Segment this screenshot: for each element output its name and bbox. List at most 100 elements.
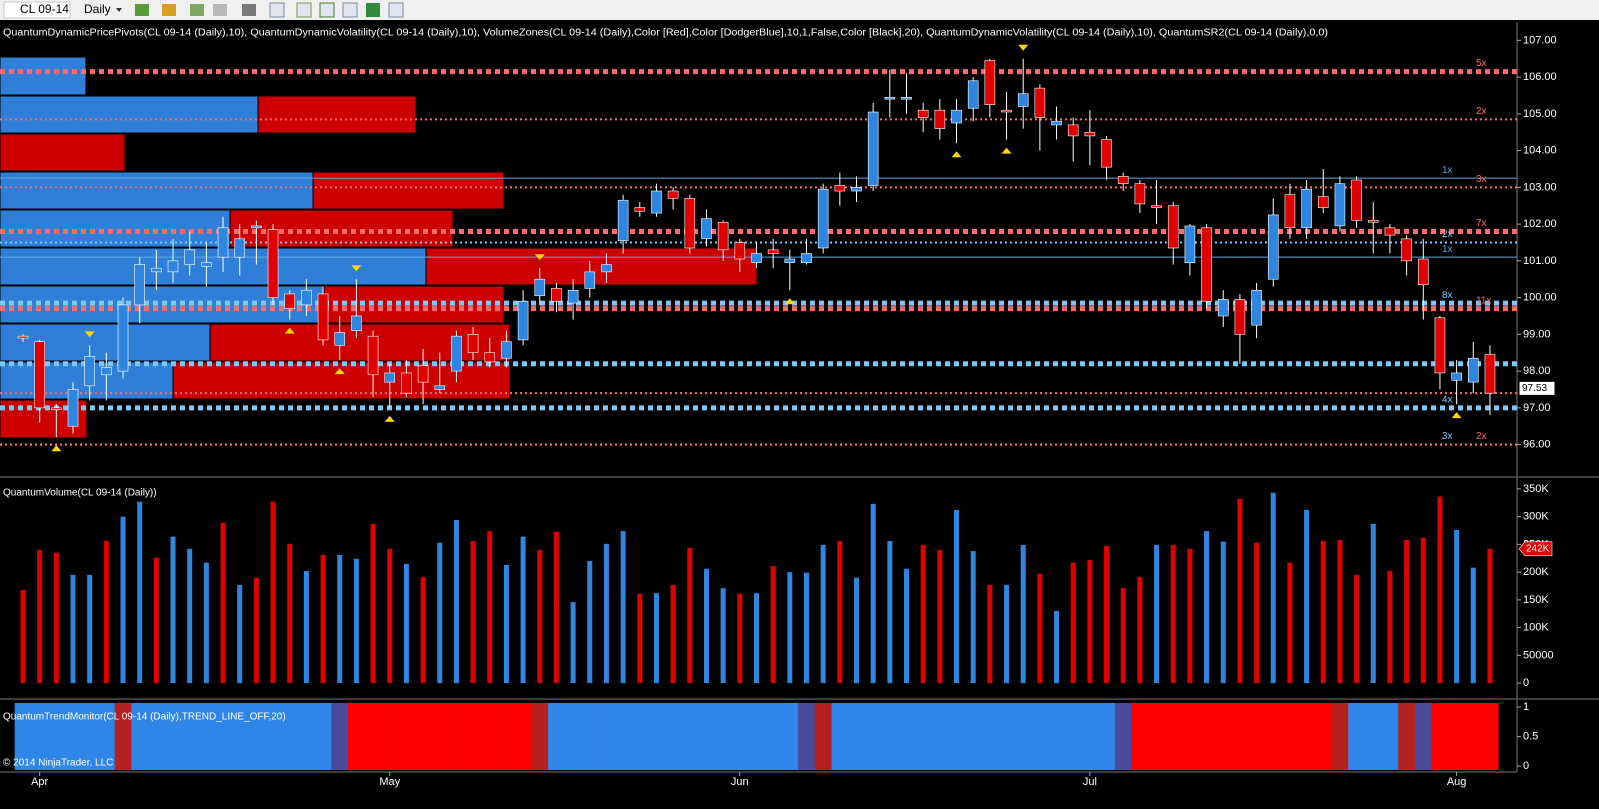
- symbol[interactable]: CL 09-14: [20, 2, 69, 16]
- volume-bar: [537, 549, 543, 684]
- trend-band: [131, 703, 149, 770]
- trend-band: [1198, 703, 1216, 770]
- trend-band: [564, 703, 582, 770]
- candle-body: [567, 289, 579, 304]
- y-tick-label: 96.00: [1523, 439, 1551, 451]
- trend-band: [714, 703, 732, 770]
- tool-icon[interactable]: [162, 4, 176, 16]
- trend-band: [648, 703, 666, 770]
- signal-marker: [784, 298, 795, 305]
- candle-body: [251, 225, 262, 229]
- volume-bar: [753, 593, 759, 684]
- trend-band: [998, 703, 1016, 770]
- candle-body: [451, 335, 462, 372]
- volume-bar: [954, 509, 960, 684]
- tool-icon[interactable]: [319, 2, 335, 18]
- volume-bar: [520, 536, 526, 684]
- volume-bar: [253, 577, 259, 684]
- candle-body: [834, 185, 846, 192]
- candle-body: [284, 293, 296, 309]
- trend-band: [1164, 703, 1182, 770]
- tool-icon[interactable]: [342, 2, 358, 18]
- trend-band: [1148, 703, 1166, 770]
- volume-bar: [1387, 571, 1393, 684]
- candle-body: [1234, 299, 1246, 335]
- trend-band: [331, 703, 349, 770]
- candle-body: [484, 352, 496, 363]
- trend-band: [1414, 703, 1432, 770]
- trend-band: [81, 703, 99, 770]
- trend-band: [1014, 703, 1032, 770]
- trend-band: [898, 703, 916, 770]
- zone: [0, 95, 259, 134]
- volume-bar: [503, 564, 509, 684]
- tool-icon[interactable]: [296, 2, 312, 18]
- trend-band: [98, 703, 115, 770]
- trend-band: [614, 703, 632, 770]
- copyright: © 2014 NinjaTrader, LLC: [3, 758, 113, 769]
- zone: [0, 247, 427, 286]
- candle-body: [1301, 188, 1312, 229]
- volume-bar: [1104, 546, 1110, 684]
- trend-band: [298, 703, 316, 770]
- candle-body: [317, 293, 329, 341]
- last-volume-box: [1518, 541, 1553, 557]
- interval[interactable]: Daily: [84, 2, 111, 16]
- volume-bar: [1487, 548, 1493, 684]
- candle-body: [867, 111, 879, 186]
- tool-icon[interactable]: [269, 2, 285, 18]
- y-tick-label: 0.5: [1523, 730, 1538, 742]
- volume-bar: [1154, 544, 1160, 684]
- volume-bar: [1137, 577, 1143, 684]
- y-tick-label: 0: [1523, 760, 1529, 772]
- level-label: 2x: [1476, 106, 1487, 117]
- tool-icon[interactable]: [242, 4, 256, 16]
- x-tick-label: Jun: [731, 776, 749, 788]
- candle-body: [1384, 227, 1396, 236]
- volume-bar: [437, 542, 443, 684]
- y-tick-label: 0: [1523, 677, 1529, 689]
- candle-body: [217, 227, 229, 258]
- tool-icon[interactable]: [388, 2, 404, 18]
- tool-icon[interactable]: [213, 4, 227, 16]
- candle-body: [134, 264, 145, 306]
- y-tick-label: 100K: [1523, 622, 1549, 634]
- volume-bar: [1254, 542, 1260, 684]
- candle-body: [1151, 205, 1162, 208]
- y-tick-label: 101.00: [1523, 255, 1557, 267]
- candle-body: [384, 372, 396, 383]
- trend-band: [864, 703, 882, 770]
- volume-bar: [1020, 544, 1026, 684]
- candle-body: [1484, 354, 1496, 394]
- level-label: 7x: [1476, 218, 1487, 229]
- volume-bar: [103, 541, 109, 684]
- candle-body: [634, 207, 646, 212]
- dropdown-arrow[interactable]: [116, 8, 122, 12]
- candle-body: [101, 367, 112, 376]
- volume-bar: [370, 523, 376, 684]
- signal-marker: [1451, 412, 1462, 419]
- trend-band: [831, 703, 849, 770]
- symbol-box[interactable]: [3, 1, 71, 19]
- candle-body: [417, 365, 429, 383]
- trend-band: [1264, 703, 1282, 770]
- candle-body: [1401, 238, 1412, 262]
- trend-band: [1448, 703, 1466, 770]
- trend-band: [1364, 703, 1382, 770]
- volume-bar: [887, 541, 893, 684]
- candle-body: [334, 332, 346, 346]
- tool-icon[interactable]: [190, 4, 204, 16]
- tool-icon[interactable]: [366, 3, 380, 17]
- volume-bar: [1320, 541, 1326, 684]
- trend-band: [1331, 703, 1349, 770]
- trend-band: [764, 703, 782, 770]
- volume-bar: [1370, 523, 1376, 684]
- tool-icon[interactable]: [135, 4, 149, 16]
- volume-bar: [137, 501, 143, 684]
- volume-bar: [1187, 548, 1193, 684]
- x-tick-label: Jul: [1083, 776, 1097, 788]
- candle-body: [551, 288, 562, 302]
- trend-band: [198, 703, 216, 770]
- volume-bar: [20, 589, 26, 684]
